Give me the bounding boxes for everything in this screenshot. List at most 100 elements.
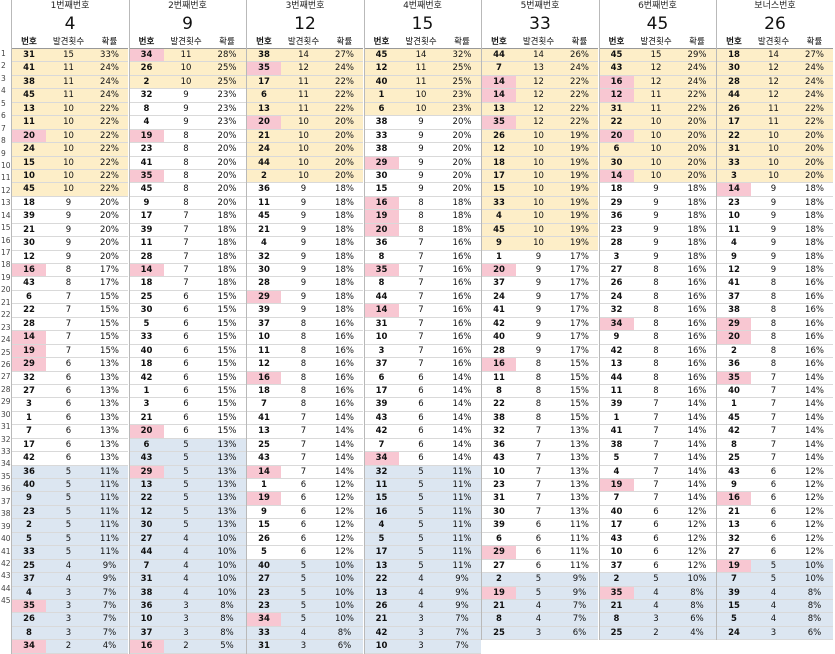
table-row[interactable]: 15 10 22% [12, 156, 128, 170]
table-row[interactable]: 17 6 13% [12, 439, 128, 453]
rate-cell[interactable]: 11% [100, 466, 119, 477]
table-row[interactable]: 16 2 5% [129, 640, 246, 654]
count-cell[interactable]: 5 [65, 520, 72, 531]
ball-number-cell[interactable]: 40 [23, 480, 35, 490]
table-row[interactable]: 34 6 14% [364, 452, 481, 466]
count-cell[interactable]: 3 [653, 614, 659, 625]
table-row[interactable]: 35 12 24% [247, 62, 363, 76]
count-cell[interactable]: 7 [65, 332, 72, 343]
rate-cell[interactable]: 19% [570, 211, 589, 222]
table-row[interactable]: 27 6 12% [717, 546, 833, 560]
rate-cell[interactable]: 8% [220, 600, 234, 611]
rate-cell[interactable]: 16% [452, 251, 472, 262]
table-row[interactable]: 22 10 20% [599, 116, 716, 130]
ball-number-cell[interactable]: 30 [140, 305, 153, 316]
table-row[interactable]: 13 4 9% [364, 586, 481, 600]
table-row[interactable]: 39 6 14% [364, 398, 481, 412]
count-cell[interactable]: 8 [653, 332, 659, 343]
rate-cell[interactable]: 13% [570, 439, 589, 450]
count-cell[interactable]: 7 [653, 412, 659, 423]
ball-number-cell[interactable]: 26 [140, 63, 153, 74]
rate-cell[interactable]: 27% [805, 50, 824, 60]
rate-cell[interactable]: 20% [217, 184, 237, 195]
rate-cell[interactable]: 11% [452, 560, 472, 571]
count-cell[interactable]: 8 [770, 318, 777, 329]
table-row[interactable]: 12 9 20% [12, 251, 128, 264]
ball-number-cell[interactable]: 30 [728, 63, 740, 74]
count-cell[interactable]: 6 [770, 533, 777, 544]
count-cell[interactable]: 10 [63, 103, 74, 114]
count-cell[interactable]: 5 [183, 493, 189, 504]
ball-number-cell[interactable]: 4 [26, 587, 32, 598]
ball-number-cell[interactable]: 38 [375, 117, 388, 128]
ball-number-cell[interactable]: 19 [12, 344, 46, 358]
count-cell[interactable]: 9 [535, 318, 542, 329]
ball-number-cell[interactable]: 19 [129, 129, 164, 143]
table-row[interactable]: 38 8 16% [717, 304, 833, 318]
ball-number-cell[interactable]: 21 [23, 224, 35, 235]
count-cell[interactable]: 9 [183, 103, 189, 114]
table-row[interactable]: 6 6 11% [482, 533, 598, 547]
count-cell[interactable]: 8 [770, 291, 777, 302]
rate-cell[interactable]: 10% [217, 547, 237, 558]
rate-cell[interactable]: 13% [100, 412, 119, 423]
count-cell[interactable]: 8 [653, 345, 659, 356]
rate-cell[interactable]: 14% [805, 412, 824, 423]
rate-cell[interactable]: 10% [217, 533, 237, 544]
count-cell[interactable]: 4 [535, 600, 542, 611]
rate-cell[interactable]: 19% [570, 157, 589, 168]
count-cell[interactable]: 8 [770, 332, 777, 343]
rate-cell[interactable]: 15% [217, 372, 237, 383]
rate-cell[interactable]: 16% [687, 318, 707, 329]
table-row[interactable]: 5 5 11% [12, 532, 128, 547]
count-cell[interactable]: 9 [300, 291, 307, 302]
count-cell[interactable]: 9 [653, 251, 659, 262]
ball-number-cell[interactable]: 11 [258, 345, 270, 356]
table-row[interactable]: 36 9 18% [247, 183, 363, 197]
rate-cell[interactable]: 13% [570, 480, 589, 490]
rate-cell[interactable]: 18% [805, 211, 824, 222]
rate-cell[interactable]: 16% [687, 291, 707, 302]
count-cell[interactable]: 9 [300, 305, 307, 316]
count-cell[interactable]: 9 [770, 265, 777, 275]
ball-number-cell[interactable]: 42 [728, 426, 740, 437]
count-cell[interactable]: 6 [300, 547, 307, 558]
count-cell[interactable]: 12 [768, 63, 779, 74]
table-row[interactable]: 38 11 24% [12, 75, 128, 90]
ball-number-cell[interactable]: 43 [610, 533, 623, 544]
rate-cell[interactable]: 14% [687, 453, 707, 464]
table-row[interactable]: 6 11 22% [247, 89, 363, 103]
table-row[interactable]: 16 5 11% [364, 505, 481, 520]
table-row[interactable]: 32 6 13% [12, 372, 128, 385]
rate-cell[interactable]: 7% [572, 600, 587, 611]
count-cell[interactable]: 2 [183, 641, 189, 652]
count-cell[interactable]: 5 [300, 574, 307, 585]
ball-number-cell[interactable]: 30 [375, 170, 388, 181]
table-row[interactable]: 21 9 18% [247, 224, 363, 238]
count-cell[interactable]: 5 [418, 493, 424, 504]
rate-cell[interactable]: 16% [452, 265, 472, 275]
ball-number-cell[interactable]: 8 [496, 614, 502, 625]
table-row[interactable]: 16 8 18% [364, 196, 481, 211]
table-row[interactable]: 12 11 25% [364, 62, 481, 76]
table-row[interactable]: 16 8 16% [247, 371, 363, 385]
rate-cell[interactable]: 14% [805, 426, 824, 437]
ball-number-cell[interactable]: 39 [610, 399, 623, 410]
table-row[interactable]: 2 5 9% [482, 573, 598, 587]
rate-cell[interactable]: 15% [570, 385, 589, 396]
count-cell[interactable]: 4 [418, 574, 424, 585]
rate-cell[interactable]: 11% [100, 480, 119, 490]
count-cell[interactable]: 6 [183, 426, 189, 437]
table-row[interactable]: 40 5 10% [247, 559, 363, 574]
rate-cell[interactable]: 15% [570, 399, 589, 410]
count-cell[interactable]: 7 [418, 305, 424, 316]
ball-number-cell[interactable]: 19 [717, 559, 751, 573]
rate-cell[interactable]: 13% [570, 466, 589, 477]
rate-cell[interactable]: 16% [335, 385, 354, 396]
rate-cell[interactable]: 11% [452, 480, 472, 490]
count-cell[interactable]: 11 [298, 76, 309, 87]
ball-number-cell[interactable]: 45 [375, 50, 388, 60]
rate-cell[interactable]: 23% [217, 103, 237, 114]
table-row[interactable]: 24 8 16% [599, 291, 716, 305]
rate-cell[interactable]: 14% [335, 412, 354, 423]
